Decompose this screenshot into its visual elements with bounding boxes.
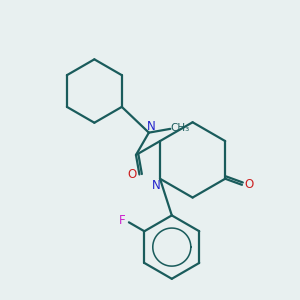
Text: F: F [118, 214, 125, 227]
Text: O: O [128, 168, 137, 181]
Text: N: N [152, 179, 161, 192]
Text: O: O [244, 178, 254, 191]
Text: CH₃: CH₃ [171, 123, 190, 133]
Text: N: N [146, 120, 155, 133]
